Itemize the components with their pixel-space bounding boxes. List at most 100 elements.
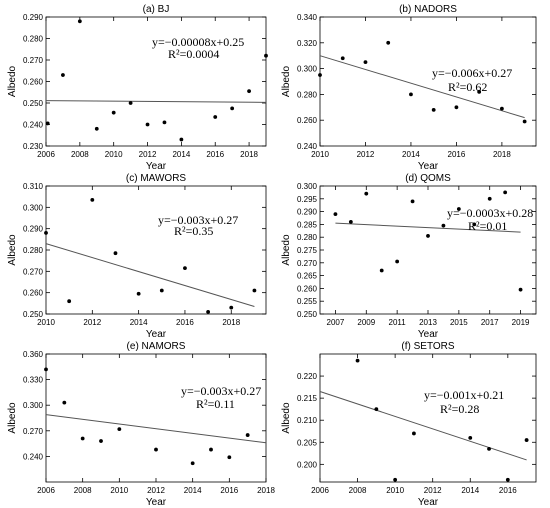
x-tick-label: 2014 [461,486,479,495]
regression-equation: y=−0.003x+0.27 [181,384,261,398]
data-point [62,400,67,405]
data-point [113,251,118,256]
x-tick-label: 2016 [176,318,194,327]
chart-panel: (e) NAMORS 2006 2008 2010 2012 2014 2016 2018 0.… [7,341,275,508]
y-tick-label: 0.230 [23,142,44,151]
data-point [393,477,398,482]
data-point [441,223,446,228]
regression-equation: y=−0.006x+0.27 [432,66,512,80]
data-point [364,191,369,196]
data-point [333,212,338,217]
data-point [374,407,379,412]
data-point [209,447,213,452]
data-point [348,219,353,224]
y-tick-label: 0.240 [23,452,44,461]
x-tick-label: 2010 [311,150,329,159]
x-axis-label: Year [418,161,439,172]
data-point [468,435,473,440]
x-tick-label: 2010 [386,486,404,495]
data-point [355,358,360,363]
x-tick-label: 2008 [74,486,92,495]
data-point [264,53,268,58]
x-tick-label: 2018 [222,318,240,327]
x-tick-label: 2008 [349,486,367,495]
x-tick-label: 2014 [184,486,202,495]
data-point [454,105,459,110]
y-tick-label: 0.330 [23,376,44,385]
y-axis-label: Albedo [281,65,292,97]
x-tick-label: 2016 [448,150,466,159]
y-tick-label: 0.270 [297,259,318,268]
chart-panel: (b) NADORS 2010 2012 2014 2016 2018 0.240 0.260… [281,4,537,172]
data-point [230,106,235,111]
y-tick-label: 0.280 [297,90,318,99]
data-point [117,427,122,431]
y-tick-label: 0.270 [23,427,44,436]
data-point [252,288,257,293]
data-point [318,73,322,77]
x-tick-label: 2016 [220,486,238,495]
data-point [213,115,218,119]
x-tick-label: 2014 [402,150,420,159]
x-tick-label: 2018 [493,150,511,159]
chart-title: (f) SETORS [401,341,454,352]
regression-equation: y=−0.001x+0.21 [424,388,504,402]
y-tick-label: 0.360 [23,350,44,359]
data-point [505,477,510,482]
plot-frame [45,353,267,483]
data-point [154,447,158,452]
x-tick-label: 2018 [240,150,258,159]
chart-panel: (d) QOMS 2007 2009 2011 2013 2015 2017 2019 0.25… [281,173,537,340]
data-point [99,439,103,443]
x-tick-label: 2012 [424,486,442,495]
y-axis-label: Albedo [7,234,18,266]
x-axis-label: Year [418,497,439,508]
chart-panel: (f) SETORS 2006 2008 2010 2012 2014 2016 0.200 0… [281,341,537,508]
y-tick-label: 0.260 [23,289,44,298]
y-tick-label: 0.295 [297,195,318,204]
x-axis-label: Year [146,497,167,508]
x-tick-label: 2016 [206,150,224,159]
y-tick-label: 0.280 [23,35,44,44]
y-tick-label: 0.240 [23,121,44,130]
y-tick-label: 0.275 [297,246,318,255]
r-squared-label: R²=0.11 [196,397,235,411]
data-point [206,309,211,314]
data-point [190,461,195,466]
data-point [128,101,133,105]
data-point [456,207,461,211]
data-point [67,299,72,304]
r-squared-label: R²=0.01 [468,219,507,233]
y-axis-label: Albedo [7,65,18,97]
data-point [524,438,529,442]
data-point [363,60,368,65]
x-axis-label: Year [146,161,167,172]
chart-title: (b) NADORS [399,4,457,15]
data-point [410,199,415,204]
y-tick-label: 0.340 [297,13,318,22]
data-point [499,106,504,111]
x-tick-label: 2012 [147,486,165,495]
trend-line [45,414,267,444]
regression-equation: y=−0.003x+0.27 [158,213,238,227]
y-tick-label: 0.255 [297,297,318,306]
plot-frame [319,16,537,147]
data-point [80,436,85,441]
y-tick-label: 0.260 [297,116,318,125]
y-tick-label: 0.215 [297,394,318,403]
x-tick-label: 2007 [327,318,345,327]
x-tick-label: 2012 [83,318,101,327]
data-point [183,266,187,271]
data-point [227,455,232,460]
y-tick-label: 0.290 [297,208,318,217]
x-tick-label: 2013 [419,318,437,327]
data-point [503,190,508,195]
y-tick-label: 0.290 [23,13,44,22]
x-tick-label: 2009 [357,318,375,327]
data-point [386,40,391,45]
data-point [431,107,436,112]
plot-frame [319,353,537,483]
y-tick-label: 0.220 [297,372,318,381]
data-point [379,268,384,273]
